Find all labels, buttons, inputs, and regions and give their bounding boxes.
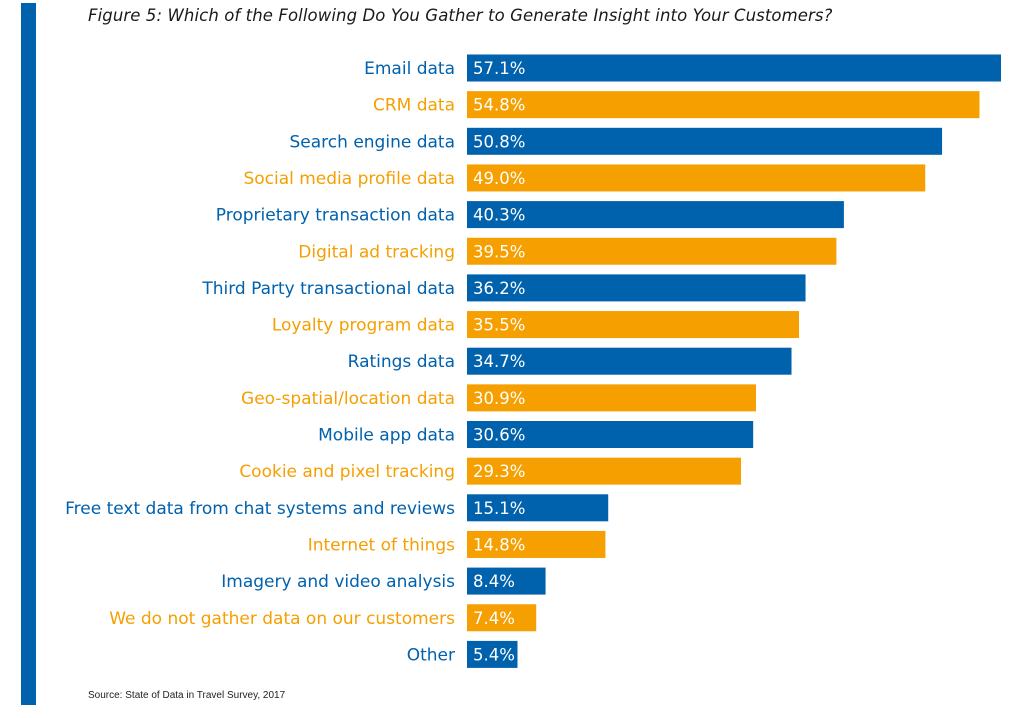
bar	[467, 201, 844, 229]
bar	[467, 640, 518, 668]
data-label: 14.8%	[473, 535, 525, 554]
bar	[467, 494, 609, 522]
category-label: Free text data from chat systems and rev…	[65, 499, 455, 519]
chart-title: Figure 5: Which of the Following Do You …	[88, 6, 833, 25]
data-label: 40.3%	[473, 206, 525, 225]
bar	[467, 384, 756, 412]
category-label: We do not gather data on our customers	[109, 609, 455, 629]
data-label: 15.1%	[473, 499, 525, 518]
data-label: 39.5%	[473, 242, 525, 261]
category-label: Ratings data	[348, 352, 455, 372]
category-label: Other	[407, 645, 455, 665]
category-label: Mobile app data	[318, 426, 455, 446]
category-label: Imagery and video analysis	[221, 572, 455, 592]
data-label: 54.8%	[473, 96, 525, 115]
bar	[467, 237, 837, 265]
data-label: 57.1%	[473, 59, 525, 78]
data-label: 34.7%	[473, 352, 525, 371]
category-label: Proprietary transaction data	[216, 206, 455, 226]
data-label: 30.9%	[473, 389, 525, 408]
data-label: 5.4%	[473, 645, 515, 664]
data-label: 7.4%	[473, 609, 515, 628]
data-label: 49.0%	[473, 169, 525, 188]
bar	[467, 604, 537, 632]
category-label: Social media profile data	[243, 169, 455, 189]
bar	[467, 91, 980, 119]
bar	[467, 530, 606, 558]
category-label: Geo-spatial/location data	[241, 389, 455, 409]
data-label: 8.4%	[473, 572, 515, 591]
bar	[467, 274, 806, 302]
data-label: 29.3%	[473, 462, 525, 481]
category-label: Cookie and pixel tracking	[239, 462, 455, 482]
bar	[467, 311, 799, 339]
data-label: 30.6%	[473, 426, 525, 445]
category-label: Internet of things	[308, 535, 455, 555]
category-label: Email data	[364, 59, 455, 79]
accent-side-bar	[21, 3, 36, 705]
category-label: Loyalty program data	[272, 316, 455, 336]
category-label: Digital ad tracking	[298, 242, 455, 262]
bar	[467, 457, 742, 485]
category-label: Search engine data	[290, 132, 455, 152]
category-label: Third Party transactional data	[201, 279, 455, 299]
data-label: 50.8%	[473, 132, 525, 151]
data-label: 35.5%	[473, 316, 525, 335]
bar	[467, 421, 754, 448]
data-label: 36.2%	[473, 279, 525, 298]
bar	[467, 54, 1001, 82]
bar	[467, 164, 926, 192]
bar	[467, 127, 943, 155]
category-label: CRM data	[373, 96, 455, 116]
bar	[467, 567, 546, 595]
source-note: Source: State of Data in Travel Survey, …	[88, 690, 286, 701]
bar	[467, 347, 792, 375]
